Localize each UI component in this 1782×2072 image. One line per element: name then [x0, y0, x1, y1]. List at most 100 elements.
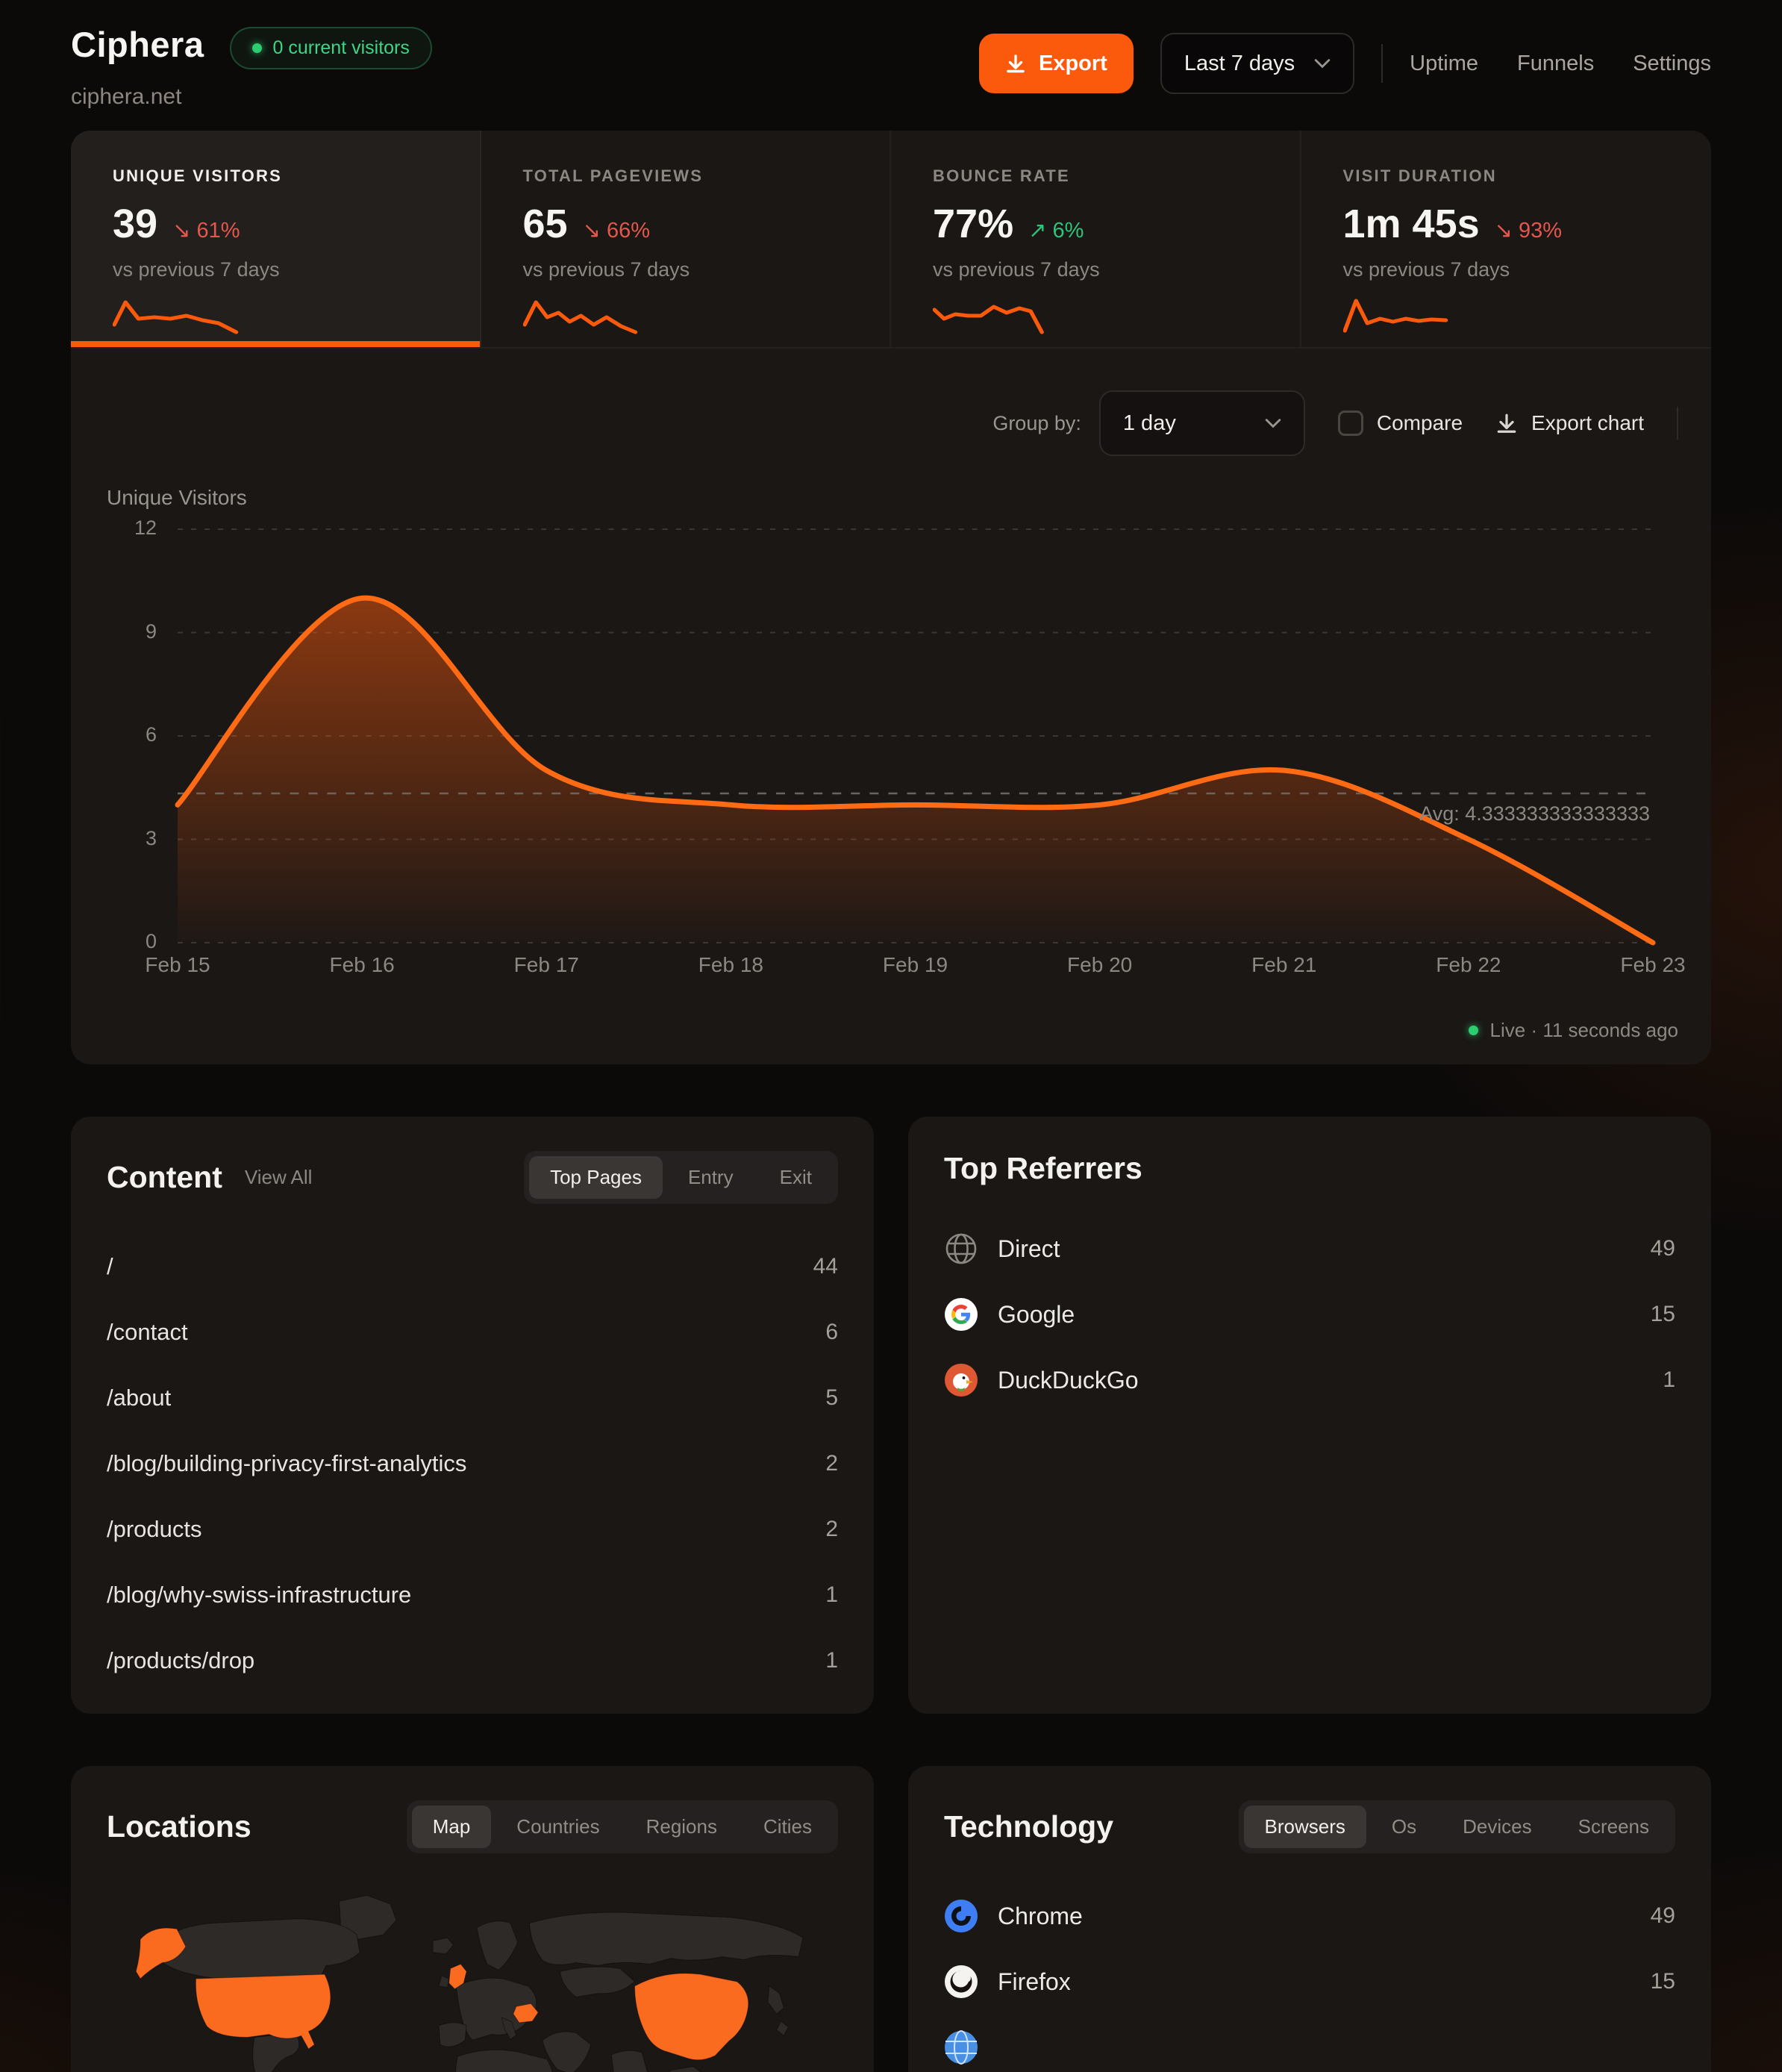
panel-title: Technology [944, 1809, 1114, 1844]
stat-value: 1m 45s [1342, 202, 1480, 246]
chart-controls: Group by: 1 day Compare Export chart [71, 349, 1711, 456]
current-visitors-badge[interactable]: 0 current visitors [229, 27, 432, 69]
nav-item-funnels[interactable]: Funnels [1517, 51, 1595, 75]
list-item[interactable]: Google 15 [944, 1282, 1675, 1347]
tab-entry[interactable]: Entry [687, 1166, 734, 1188]
list-item[interactable]: Chrome 49 [944, 1883, 1675, 1949]
table-row[interactable]: /about 5 [107, 1385, 838, 1411]
world-map[interactable] [107, 1879, 838, 2072]
technology-tabs: Browsers Os Devices Screens [1238, 1800, 1675, 1853]
compare-checkbox[interactable] [1337, 411, 1363, 436]
nav-item-uptime[interactable]: Uptime [1410, 51, 1479, 75]
nav-item-settings[interactable]: Settings [1633, 51, 1711, 75]
export-button[interactable]: Export [979, 34, 1134, 93]
x-tick-label: Feb 19 [882, 953, 948, 976]
table-row[interactable]: /44 [107, 1253, 838, 1279]
date-range-value: Last 7 days [1184, 51, 1295, 75]
y-tick-label: 9 [145, 620, 157, 643]
header: Ciphera 0 current visitors ciphera.net E… [0, 0, 1782, 110]
panel-title: Content [107, 1160, 222, 1194]
list-item[interactable]: Firefox 15 [944, 1949, 1675, 2015]
group-by-label: Group by: [992, 411, 1081, 434]
group-by-select[interactable]: 1 day [1098, 390, 1305, 456]
stat-unique-visitors[interactable]: UNIQUE VISITORS 39 ↘ 61% vs previous 7 d… [71, 131, 481, 347]
x-tick-label: Feb 23 [1620, 953, 1686, 976]
main-nav: Uptime Funnels Settings [1410, 52, 1711, 76]
tab-regions[interactable]: Regions [645, 1815, 717, 1838]
stat-visit-duration[interactable]: VISIT DURATION 1m 45s ↘ 93% vs previous … [1301, 131, 1712, 347]
list-item[interactable]: Direct 49 [944, 1216, 1675, 1282]
browser-icon [944, 2030, 978, 2065]
referrers-panel: Top Referrers Direct 49 Google 15 [908, 1117, 1711, 1714]
table-row[interactable]: /products/drop 1 [107, 1647, 838, 1673]
stat-compare-label: vs previous 7 days [113, 258, 280, 281]
download-icon [1005, 53, 1026, 74]
header-divider [1381, 44, 1384, 83]
export-chart-label: Export chart [1531, 411, 1644, 434]
trend-down-icon: ↘ [582, 219, 601, 243]
table-row[interactable]: /contact 6 [107, 1319, 838, 1345]
y-tick-label: 6 [145, 723, 157, 746]
map-region-highlight[interactable] [135, 1927, 749, 2061]
stat-compare-label: vs previous 7 days [522, 258, 690, 281]
stat-label: UNIQUE VISITORS [113, 166, 282, 185]
stat-delta: ↘ 93% [1494, 219, 1563, 243]
view-all-link[interactable]: View All [244, 1166, 313, 1188]
tab-map[interactable]: Map [411, 1806, 492, 1848]
tab-screens[interactable]: Screens [1578, 1815, 1649, 1838]
export-label: Export [1039, 51, 1107, 75]
site-domain: ciphera.net [71, 84, 182, 109]
export-chart-button[interactable]: Export chart [1495, 411, 1644, 435]
panel-title: Top Referrers [944, 1151, 1142, 1185]
tab-browsers[interactable]: Browsers [1243, 1806, 1366, 1848]
tab-countries[interactable]: Countries [516, 1815, 600, 1838]
tab-top-pages[interactable]: Top Pages [529, 1156, 663, 1199]
stat-bounce-rate[interactable]: BOUNCE RATE 77% ↗ 6% vs previous 7 days [891, 131, 1301, 347]
firefox-icon [944, 1965, 978, 1999]
table-row[interactable]: /blog/why-swiss-infrastructure 1 [107, 1582, 838, 1608]
globe-icon [944, 1232, 978, 1266]
y-tick-label: 3 [145, 826, 157, 849]
stat-value: 65 [522, 202, 568, 246]
site-identity: Ciphera 0 current visitors ciphera.net [71, 19, 432, 110]
live-status: Live · 11 seconds ago [71, 983, 1711, 1064]
stat-label: VISIT DURATION [1342, 166, 1497, 185]
stat-value: 39 [113, 202, 158, 246]
tab-os[interactable]: Os [1391, 1815, 1417, 1838]
tab-devices[interactable]: Devices [1463, 1815, 1532, 1838]
browsers-list: Chrome 49 Firefox 15 [944, 1883, 1675, 2072]
locations-tabs: Map Countries Regions Cities [406, 1800, 838, 1853]
trend-down-icon: ↘ [172, 219, 191, 243]
live-dot-icon [251, 43, 262, 53]
panel-title: Locations [107, 1809, 251, 1844]
stat-compare-label: vs previous 7 days [1342, 258, 1510, 281]
list-item[interactable]: DuckDuckGo 1 [944, 1347, 1675, 1413]
content-tabs: Top Pages Entry Exit [524, 1151, 838, 1204]
technology-panel: Technology Browsers Os Devices Screens C… [908, 1766, 1711, 2072]
date-range-select[interactable]: Last 7 days [1160, 33, 1355, 94]
overview-card: UNIQUE VISITORS 39 ↘ 61% vs previous 7 d… [71, 131, 1711, 1064]
tab-exit[interactable]: Exit [779, 1166, 812, 1188]
tab-cities[interactable]: Cities [763, 1815, 812, 1838]
stat-total-pageviews[interactable]: TOTAL PAGEVIEWS 65 ↘ 66% vs previous 7 d… [481, 131, 891, 347]
table-row[interactable]: /blog/building-privacy-first-analytics 2 [107, 1450, 838, 1476]
table-row[interactable]: /products 2 [107, 1516, 838, 1542]
content-panel: Content View All Top Pages Entry Exit /4… [71, 1117, 874, 1714]
list-item[interactable] [944, 2015, 1675, 2072]
chart-x-axis: Feb 15 Feb 16 Feb 17 Feb 18 Feb 19 Feb 20 Feb … [145, 953, 1685, 983]
sparkline-chart [933, 305, 1044, 334]
visitors-chart[interactable]: 0 3 6 9 12 Avg: 4.333333333333333 [134, 517, 1656, 952]
chevron-down-icon [1314, 59, 1331, 69]
stat-label: TOTAL PAGEVIEWS [522, 166, 704, 185]
x-tick-label: Feb 18 [698, 953, 763, 976]
x-tick-label: Feb 22 [1436, 953, 1501, 976]
compare-toggle[interactable]: Compare [1337, 411, 1463, 436]
header-controls: Export Last 7 days Uptime Funnels Settin… [979, 33, 1711, 94]
y-tick-label: 12 [134, 517, 157, 539]
chart-y-axis-title: Unique Visitors [107, 486, 247, 509]
visitors-chart-svg [175, 528, 1656, 946]
x-tick-label: Feb 15 [145, 953, 210, 976]
sparkline-chart [113, 300, 239, 334]
chevron-down-icon [1265, 419, 1281, 428]
